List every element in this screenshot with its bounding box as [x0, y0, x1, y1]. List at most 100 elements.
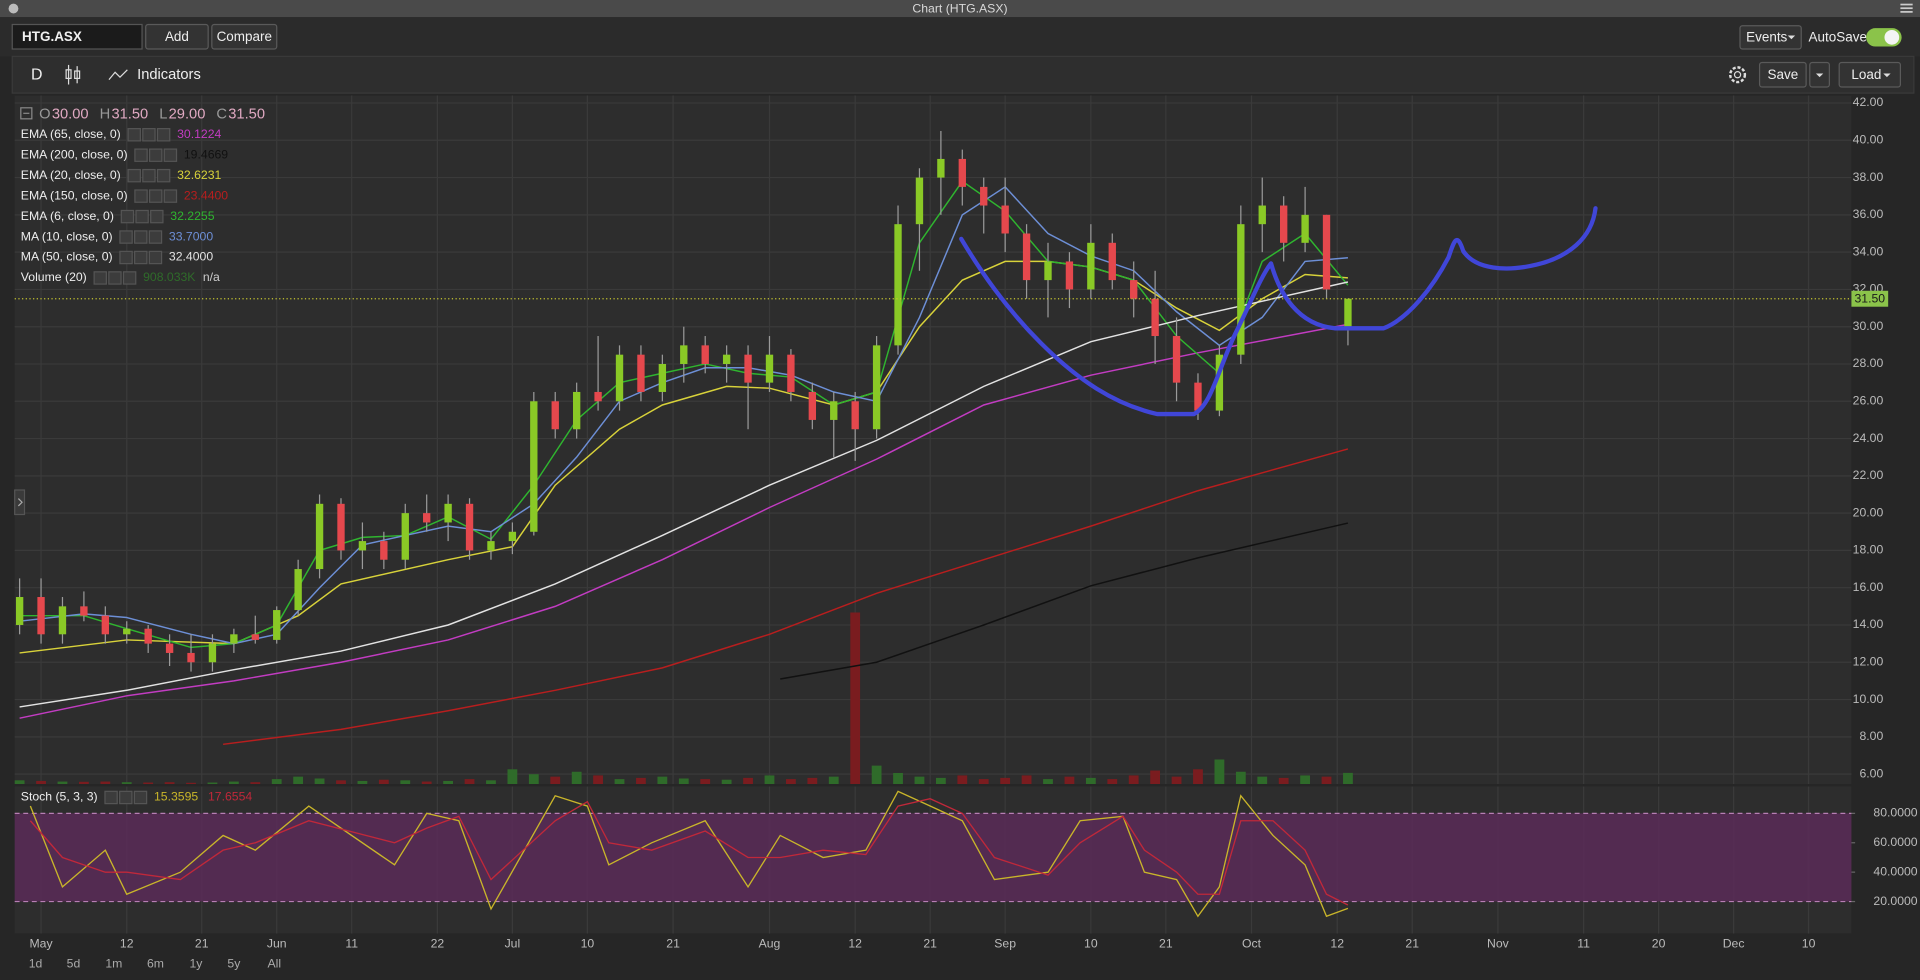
ohlc-value: 31.50	[228, 106, 265, 122]
collapse-icon[interactable]	[20, 107, 33, 120]
volume-bar	[464, 779, 475, 784]
indicator-option[interactable]	[150, 209, 164, 224]
legend-name: MA (50, close, 0)	[21, 250, 113, 264]
volume-bar	[1214, 759, 1225, 784]
indicator-option[interactable]	[156, 128, 171, 142]
hand-drawn-annotation	[959, 206, 1598, 417]
save-button[interactable]	[1758, 61, 1807, 88]
range-button[interactable]: 5d	[67, 956, 81, 970]
indicator-option[interactable]	[119, 230, 133, 244]
legend-value: 32.4000	[169, 250, 213, 264]
candle-body	[744, 354, 752, 383]
settings-icon[interactable]	[1728, 66, 1747, 84]
candle-body	[851, 401, 859, 430]
indicator-option[interactable]	[134, 189, 148, 203]
x-tick-label: 12	[1330, 937, 1344, 951]
range-button[interactable]: 1d	[29, 956, 43, 970]
indicator-option[interactable]	[108, 271, 122, 285]
load-button[interactable]	[1838, 61, 1902, 88]
indicator-option[interactable]	[122, 271, 137, 285]
indicator-option[interactable]	[148, 230, 163, 244]
volume-bar	[164, 782, 175, 784]
volume-bar	[957, 775, 968, 784]
legend-name: EMA (20, close, 0)	[21, 168, 121, 182]
candle-body	[594, 391, 602, 402]
indicator-option[interactable]	[135, 209, 149, 224]
moving-average	[223, 448, 1349, 746]
range-button[interactable]: 6m	[147, 956, 164, 970]
side-panel-toggle[interactable]	[14, 489, 26, 516]
range-button[interactable]: All	[267, 956, 281, 970]
candle-body	[1087, 242, 1095, 290]
candle-body	[380, 541, 388, 560]
indicators-button[interactable]: Indicators	[137, 67, 201, 83]
indicator-option[interactable]	[163, 189, 178, 203]
y-tick-label: 10.00	[1853, 692, 1884, 706]
toolbar-button[interactable]	[211, 23, 278, 50]
menu-icon[interactable]	[1900, 3, 1913, 13]
indicator-option[interactable]	[148, 189, 163, 203]
range-button[interactable]: 1m	[105, 956, 122, 970]
candle-body	[1258, 205, 1266, 225]
y-tick-label: 20.0000	[1873, 894, 1917, 908]
candle-body	[1001, 205, 1009, 234]
chart-style-icon[interactable]	[65, 64, 81, 85]
indicator-option[interactable]	[119, 250, 133, 265]
indicator-option[interactable]	[119, 790, 133, 805]
volume-bar	[807, 777, 818, 784]
x-tick-label: 21	[923, 937, 937, 951]
indicator-option[interactable]	[127, 128, 141, 142]
range-button[interactable]: 5y	[227, 956, 241, 970]
candle-body	[1022, 233, 1031, 281]
x-tick-label: Jun	[267, 937, 287, 951]
indicator-option[interactable]	[134, 230, 148, 244]
indicator-option[interactable]	[104, 790, 118, 805]
x-tick-label: 10	[1802, 937, 1816, 951]
volume-bar	[186, 782, 196, 784]
chart-toolbar	[11, 55, 1915, 94]
volume-bar	[443, 780, 454, 784]
candle-body	[872, 345, 881, 430]
volume-bar	[1064, 776, 1075, 784]
volume-bar	[1000, 777, 1011, 784]
indicator-option[interactable]	[142, 168, 156, 183]
indicator-option[interactable]	[127, 168, 141, 183]
period-button[interactable]: D	[31, 67, 42, 84]
candle-body	[187, 652, 195, 663]
symbol-input[interactable]	[11, 23, 143, 50]
indicator-option[interactable]	[93, 271, 107, 285]
indicators-icon	[108, 69, 128, 81]
volume-bar	[1128, 775, 1139, 784]
volume-bar	[36, 780, 46, 784]
range-button[interactable]: 1y	[189, 956, 203, 970]
toolbar-button[interactable]	[145, 23, 209, 50]
x-tick-label: 21	[1405, 937, 1419, 951]
y-tick-label: 24.00	[1853, 431, 1884, 445]
candle-body	[701, 345, 709, 364]
candle-body	[123, 628, 131, 635]
volume-bar	[850, 612, 861, 784]
indicator-option[interactable]	[134, 148, 148, 162]
y-tick-label: 30.00	[1853, 319, 1884, 333]
caret	[1883, 73, 1891, 78]
candle-body	[808, 391, 817, 420]
volume-bar	[121, 782, 132, 784]
volume-bar	[914, 776, 925, 784]
legend-name: EMA (150, close, 0)	[21, 188, 128, 202]
y-tick-label: 8.00	[1859, 729, 1883, 743]
events-button[interactable]	[1739, 25, 1802, 50]
indicator-option[interactable]	[134, 250, 148, 265]
volume-bar	[78, 781, 89, 784]
indicator-option[interactable]	[148, 148, 163, 162]
candle-body	[1301, 214, 1309, 243]
x-tick-label: Sep	[994, 937, 1016, 951]
indicator-option[interactable]	[148, 250, 163, 265]
indicator-option[interactable]	[156, 168, 171, 183]
indicator-option[interactable]	[142, 128, 156, 142]
indicator-option[interactable]	[163, 148, 178, 162]
volume-bar	[657, 776, 668, 784]
indicator-option[interactable]	[133, 790, 148, 805]
indicator-option[interactable]	[120, 209, 135, 224]
x-tick-label: Nov	[1487, 937, 1510, 951]
